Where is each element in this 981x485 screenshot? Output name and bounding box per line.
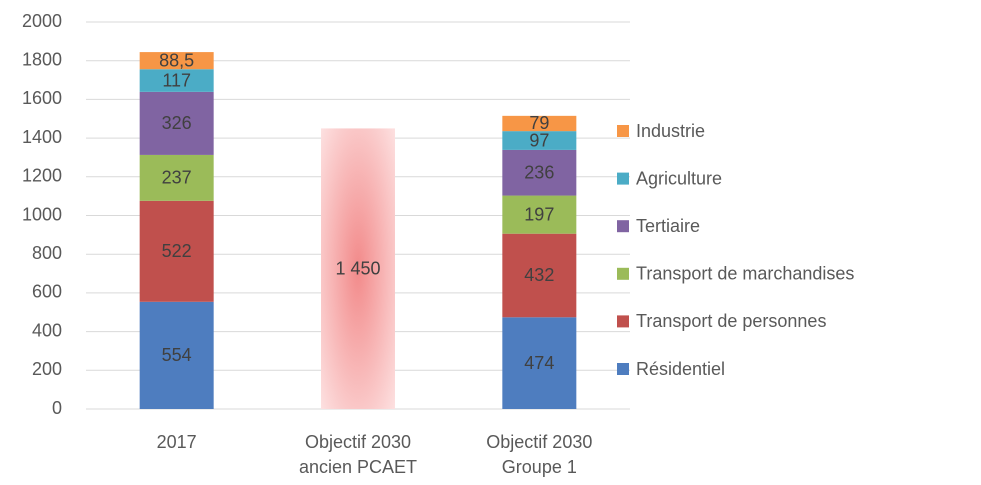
x-tick-label: Objectif 2030 Groupe 1	[486, 432, 593, 477]
data-label: 554	[162, 345, 192, 365]
legend-swatch	[617, 315, 629, 328]
legend-swatch	[617, 267, 629, 280]
bar-segment	[502, 317, 577, 409]
bar-segment	[139, 301, 214, 409]
legend-swatch	[617, 220, 629, 233]
y-tick-label: 1800	[22, 49, 62, 69]
data-label: 236	[524, 162, 554, 182]
y-tick-label: 1400	[22, 127, 62, 147]
legend-label: Transport de marchandises	[636, 264, 854, 284]
bar-segment	[502, 195, 577, 234]
bar-segment	[502, 233, 577, 318]
data-label: 79	[529, 113, 549, 133]
data-label: 117	[162, 70, 191, 90]
data-label: 237	[162, 168, 192, 188]
data-label: 1 450	[335, 258, 380, 278]
x-tick-label: 2017	[156, 432, 197, 452]
legend-label: Agriculture	[636, 168, 722, 188]
legend-label: Résidentiel	[636, 359, 725, 379]
bar-segment	[139, 52, 214, 70]
bar-segment	[139, 91, 214, 155]
legend-label: Transport de personnes	[636, 311, 826, 331]
data-label: 97	[529, 130, 549, 150]
y-tick-label: 0	[52, 398, 62, 418]
data-label: 474	[524, 353, 554, 373]
bar-segment	[502, 131, 577, 150]
bar-segment	[502, 149, 577, 196]
y-tick-label: 800	[32, 243, 62, 263]
legend-swatch	[617, 125, 629, 137]
bar-segment	[139, 154, 214, 201]
y-tick-label: 1000	[22, 204, 62, 224]
y-tick-label: 1200	[22, 166, 62, 186]
y-tick-label: 200	[32, 359, 62, 379]
y-tick-label: 400	[32, 320, 62, 340]
data-label: 522	[162, 241, 192, 261]
legend-swatch	[617, 172, 629, 185]
legend-label: Industrie	[636, 121, 705, 141]
bar-segment	[502, 115, 577, 132]
data-label: 197	[524, 204, 554, 224]
legend-swatch	[617, 363, 629, 375]
y-tick-label: 2000	[22, 11, 62, 31]
y-tick-label: 600	[32, 282, 62, 302]
legend-label: Tertiaire	[636, 216, 700, 236]
bar-segment	[139, 69, 214, 92]
data-label: 432	[524, 265, 554, 285]
x-tick-label: Objectif 2030 ancien PCAET	[298, 432, 418, 477]
bar-segment	[139, 200, 214, 302]
data-label: 88,5	[159, 50, 194, 70]
target-bar	[321, 128, 395, 410]
y-tick-label: 1600	[22, 88, 62, 108]
data-label: 326	[162, 113, 192, 133]
